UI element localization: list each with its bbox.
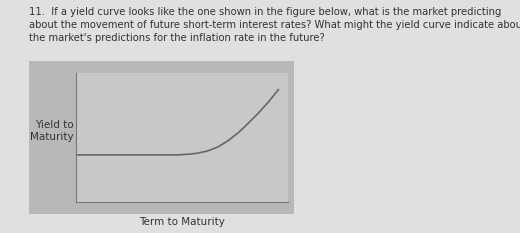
Text: Yield to
Maturity: Yield to Maturity — [30, 120, 74, 142]
Text: Term to Maturity: Term to Maturity — [139, 217, 225, 227]
Text: 11.  If a yield curve looks like the one shown in the figure below, what is the : 11. If a yield curve looks like the one … — [29, 7, 520, 43]
